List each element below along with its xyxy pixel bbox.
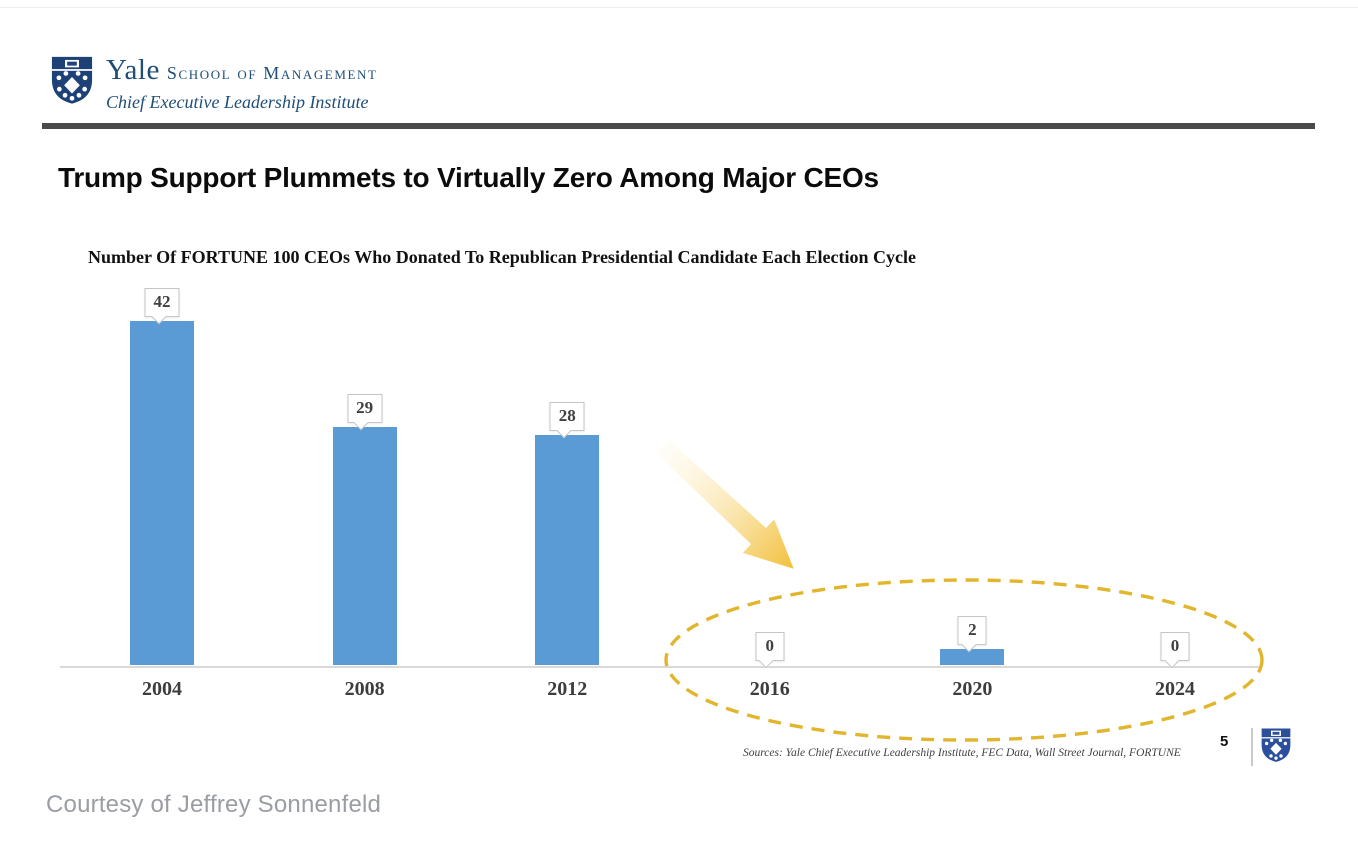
brand-name: Yale	[106, 54, 160, 86]
bar-2012	[535, 435, 600, 665]
page-number: 5	[1220, 733, 1229, 750]
chart-plot-area: 42 2004 29 2008 28 2012 0 2016 2 2020 0 2024	[60, 280, 1262, 700]
x-axis-label-2020: 2020	[952, 678, 993, 700]
x-axis-label-2024: 2024	[1155, 678, 1195, 700]
brand-institute: Chief Executive Leadership Institute	[106, 92, 369, 112]
top-hairline	[0, 7, 1358, 8]
bar-2020	[940, 649, 1005, 665]
data-label-2004: 42	[144, 288, 180, 325]
data-label-2020: 2	[957, 616, 987, 653]
x-axis-line	[60, 666, 1262, 668]
yale-shield-footer-icon	[1261, 728, 1291, 762]
courtesy-note: Courtesy of Jeffrey Sonnenfeld	[46, 791, 382, 818]
data-label-2008: 29	[347, 394, 383, 431]
footer-divider	[1251, 728, 1253, 766]
data-label-2024: 0	[1160, 632, 1190, 669]
data-label-2012: 28	[549, 402, 585, 439]
bar-2004	[130, 321, 194, 665]
yale-som-shield-icon	[51, 56, 93, 104]
data-label-2016: 0	[755, 632, 785, 669]
chart-title: Number Of FORTUNE 100 CEOs Who Donated T…	[88, 247, 916, 267]
sources-note: Sources: Yale Chief Executive Leadership…	[743, 747, 1181, 759]
brand-text-block: Yale School of Management Chief Executive…	[106, 55, 378, 114]
header-rule	[42, 123, 1315, 129]
x-axis-label-2016: 2016	[749, 678, 790, 700]
brand-division: School of Management	[166, 63, 378, 83]
x-axis-label-2012: 2012	[547, 678, 588, 700]
bar-2008	[332, 427, 397, 665]
slide-title: Trump Support Plummets to Virtually Zero…	[58, 162, 879, 193]
x-axis-label-2008: 2008	[344, 678, 385, 700]
x-axis-label-2004: 2004	[142, 678, 182, 700]
